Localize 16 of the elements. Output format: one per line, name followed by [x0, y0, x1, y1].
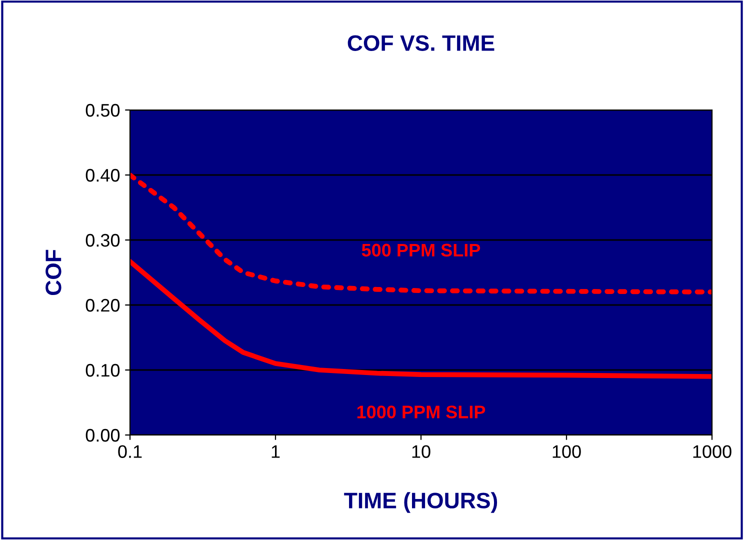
- y-tick-label: 0.10: [86, 364, 120, 377]
- x-tick-label: 0.1: [118, 445, 142, 458]
- chart-title: COF VS. TIME: [348, 35, 494, 51]
- y-axis-title: COF: [46, 250, 62, 296]
- series-label: 1000 PPM SLIP: [357, 406, 486, 418]
- x-axis-title: TIME (HOURS): [344, 492, 498, 513]
- x-tick-label: 10: [412, 445, 430, 458]
- series-label: 500 PPM SLIP: [362, 244, 480, 257]
- x-tick-label: 1000: [693, 445, 732, 458]
- x-tick-label: 100: [552, 445, 581, 458]
- y-tick-label: 0.30: [86, 234, 120, 247]
- y-tick-label: 0.50: [86, 104, 120, 117]
- y-tick-label: 0.20: [86, 298, 120, 312]
- y-tick-label: 0.40: [86, 168, 120, 182]
- y-tick-label: 0.00: [86, 428, 120, 442]
- x-tick-label: 1: [272, 445, 280, 458]
